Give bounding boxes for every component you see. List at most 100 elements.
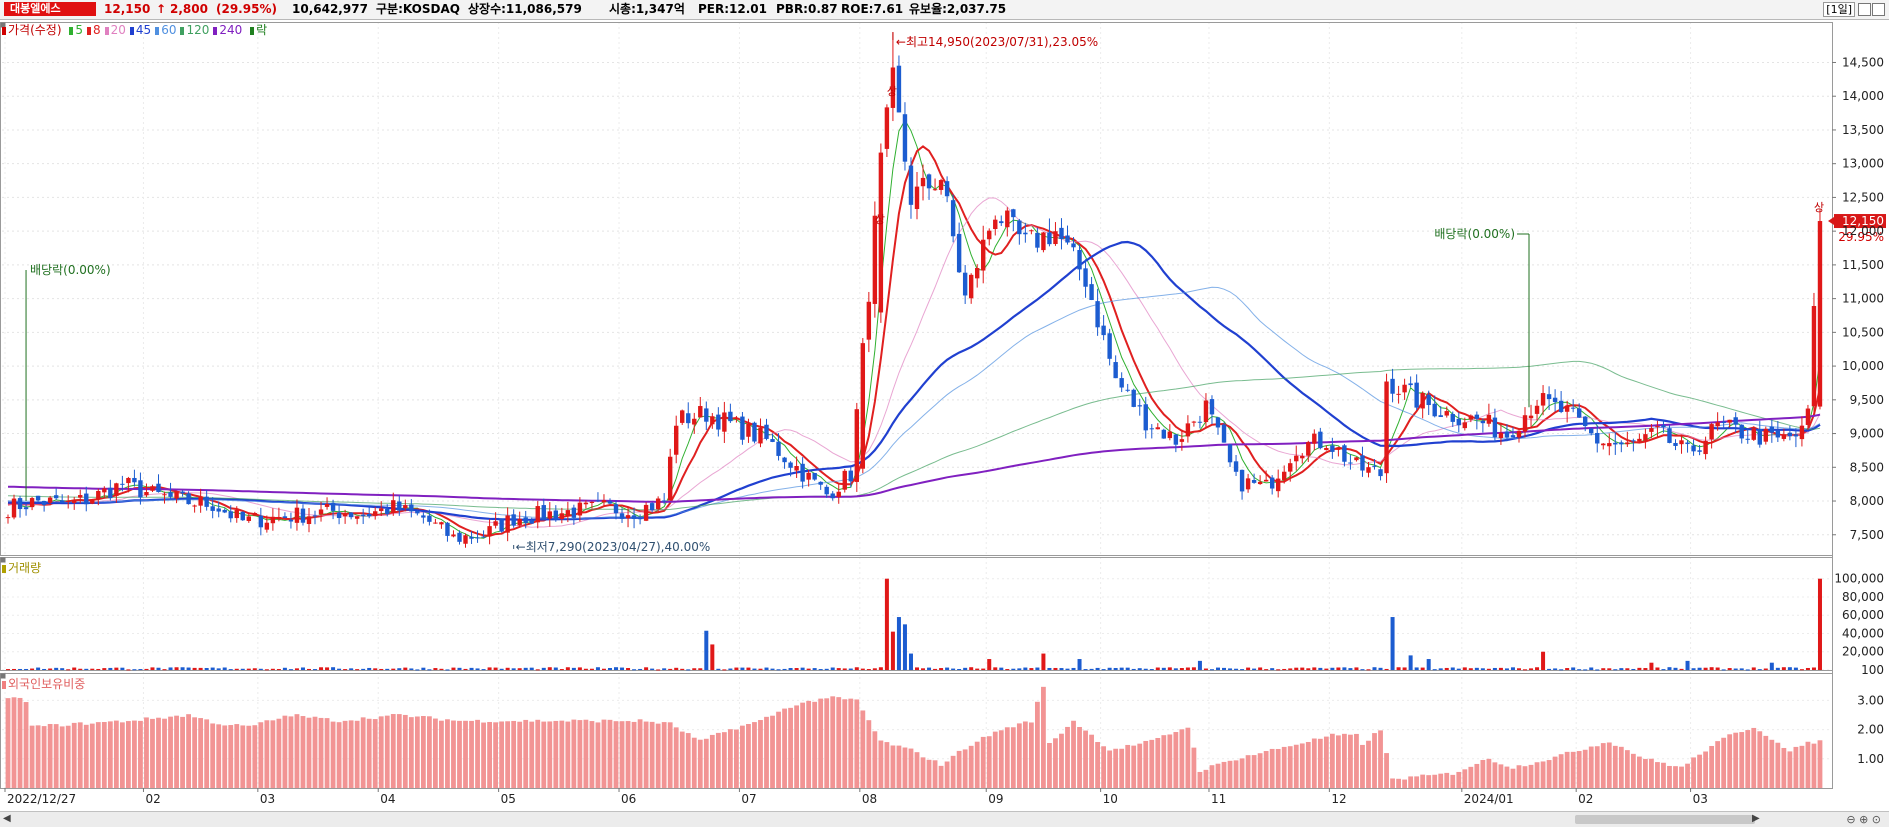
candle-body [1330,445,1335,452]
candle-body [469,536,474,539]
volume-bar [788,668,793,670]
foreign-bar [980,736,986,788]
volume-bar [1300,667,1305,670]
volume-bar [1047,667,1052,670]
foreign-bar [186,714,191,788]
candle-body [962,272,968,296]
volume-bar [469,667,474,670]
limit-up-marker: 상 [875,213,885,226]
candle-body [571,507,577,518]
foreign-bar [348,720,354,788]
x-tick-label: 06 [621,792,636,806]
candle-body [1233,461,1239,472]
volume-bar [1781,667,1786,670]
candle-body [132,477,137,483]
candle-body [1697,450,1702,452]
x-tick-label: 02 [145,792,160,806]
candle-body [722,412,727,432]
foreign-bar [1462,769,1468,788]
volume-bar [1119,667,1124,670]
candle-body [1739,424,1744,439]
candle-body [1005,210,1010,228]
foreign-bar [83,724,89,788]
zoom-reset-icon[interactable]: ⊙ [1871,813,1881,826]
close-button[interactable] [1872,3,1885,16]
period-selector[interactable]: [1일] [1823,2,1855,17]
foreign-bar [1034,701,1040,788]
volume-bar [1577,669,1582,671]
foreign-bar [1317,738,1323,788]
volume-bar [511,668,516,670]
foreign-bar [1781,747,1787,788]
foreign-bar [1022,721,1028,788]
candle-body [914,186,920,210]
chart-scrollbar[interactable]: ◀ ▶ [0,811,1889,827]
volume-bar [1733,668,1738,670]
volume-bar [674,667,679,670]
foreign-bar [1673,766,1678,788]
foreign-bar [300,716,306,788]
foreign-bar [631,721,637,788]
stock-name-badge[interactable]: 대봉엘에스 [4,2,96,16]
candle-body [451,534,456,537]
volume-bar [1679,668,1684,670]
volume-bar [1655,667,1660,670]
last-price-tag: 12,150 [1842,214,1884,228]
volume-bar [1258,667,1263,670]
foreign-bar [276,718,282,788]
volume-tick-label: 100 [1861,663,1884,677]
volume-bar [1270,668,1275,670]
volume-bar [78,668,83,670]
volume-bar [884,578,889,670]
candle-body [1041,232,1046,251]
foreign-bar [1510,768,1516,788]
candle-body [294,507,300,523]
foreign-bar [643,721,649,788]
foreign-bar [727,729,733,788]
volume-bar [343,669,348,671]
volume-bar [1751,667,1756,670]
foreign-bar [1727,734,1733,788]
scroll-thumb[interactable] [1575,815,1755,824]
candle-body [987,230,992,240]
current-price: 12,150 [104,2,151,16]
volume-bar [1631,668,1636,670]
candle-body [1408,383,1413,386]
volume-bar [1167,667,1172,670]
volume-bar [234,668,239,670]
price-tick-label: 12,000 [1842,224,1884,238]
roe-value: ROE:7.61 [841,2,904,16]
scroll-right-icon[interactable]: ▶ [1752,813,1760,824]
volume-bar [632,669,637,671]
volume-bar [1667,667,1672,670]
scroll-left-icon[interactable]: ◀ [3,813,11,824]
foreign-bar [264,720,270,788]
volume-bar [1342,667,1347,670]
foreign-bar [661,722,667,788]
volume-bar [1504,668,1509,670]
candle-body [1396,393,1401,395]
zoom-in-icon[interactable]: ⊕ [1859,813,1869,826]
volume-bar [264,669,269,671]
candle-body [1173,434,1179,445]
volume-bar [1366,669,1371,671]
foreign-bar [697,739,703,788]
volume-bar [1510,667,1515,670]
volume-bar [313,669,318,671]
foreign-bar [866,720,872,788]
foreign-bar [198,718,204,788]
volume-bar [607,667,612,670]
foreign-bar [216,724,222,788]
candle-body [517,518,522,526]
candle-body [1637,438,1642,442]
candle-body [1113,362,1118,379]
zoom-out-icon[interactable]: ⊖ [1846,813,1856,826]
candle-body [710,416,715,425]
candle-body [1462,422,1468,429]
foreign-bar [1257,753,1263,788]
foreign-bar [1275,748,1281,788]
minimize-button[interactable] [1858,3,1871,16]
stock-chart[interactable]: ←최고14,950(2023/07/31),23.05% ←최저7,290(202… [0,20,1889,810]
foreign-bar [1715,741,1721,788]
volume-bar [337,668,342,670]
